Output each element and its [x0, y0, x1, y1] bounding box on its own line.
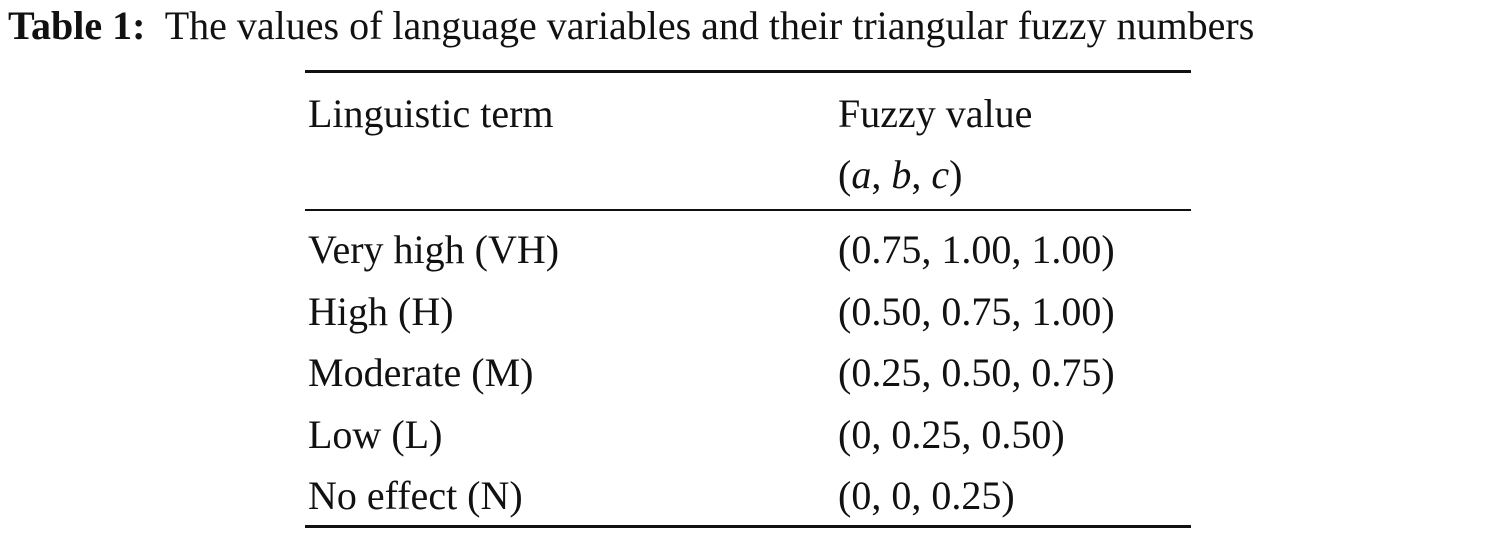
table-cell: No effect (N)	[308, 473, 523, 518]
table-cell: (0, 0.25, 0.50)	[838, 411, 1065, 457]
table-cell: Low (L)	[308, 411, 443, 457]
mid-rule	[305, 209, 1191, 211]
table-cell: Very high (VH)	[308, 227, 560, 272]
header-subtext: (a, b, c)	[838, 152, 963, 197]
caption-text: The values of language variables and the…	[164, 3, 1255, 48]
header-cell: Fuzzy value	[838, 91, 1033, 136]
table-cell: (0.75, 1.00, 1.00)	[838, 227, 1115, 272]
table-cell: (0, 0, 0.25)	[838, 473, 1015, 518]
table-cell: (0.50, 0.75, 1.00)	[838, 288, 1115, 334]
caption: Table 1: The values of language variable…	[8, 6, 1254, 46]
header-cell: Linguistic term	[308, 91, 554, 136]
bottom-rule	[305, 525, 1191, 528]
top-rule	[305, 70, 1191, 73]
table-cell: (0.25, 0.50, 0.75)	[838, 350, 1115, 395]
caption-label: Table 1:	[8, 3, 146, 48]
table-cell: High (H)	[308, 288, 454, 334]
table-cell: Moderate (M)	[308, 350, 534, 395]
